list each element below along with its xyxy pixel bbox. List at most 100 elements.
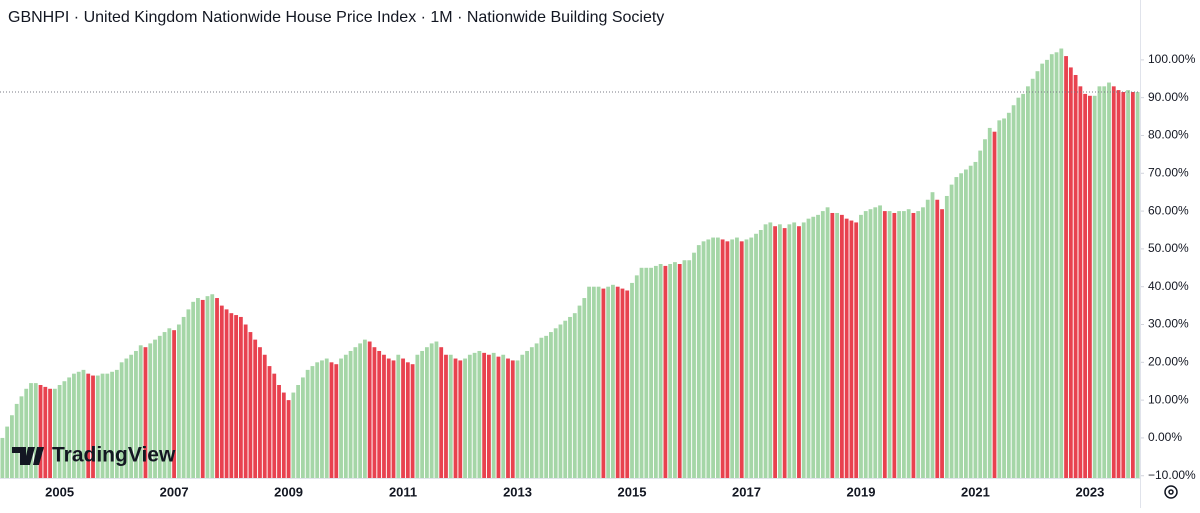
bar xyxy=(553,328,558,478)
bar xyxy=(897,211,902,478)
x-tick-label: 2019 xyxy=(847,484,876,499)
bar xyxy=(868,209,873,478)
bar xyxy=(625,290,630,478)
bar xyxy=(744,239,749,478)
bar xyxy=(825,207,830,479)
bar xyxy=(372,347,377,478)
settings-gear-center[interactable] xyxy=(1168,489,1174,495)
bar xyxy=(234,315,239,478)
bar xyxy=(1011,105,1016,478)
bar xyxy=(1064,56,1068,479)
bar xyxy=(506,358,510,478)
bar xyxy=(148,343,153,478)
bar xyxy=(758,229,763,478)
bar xyxy=(677,264,682,478)
bar xyxy=(892,212,897,478)
settings-icon[interactable] xyxy=(1164,485,1178,499)
bar xyxy=(358,343,363,478)
bar xyxy=(210,294,215,478)
bar xyxy=(391,360,396,478)
bar xyxy=(849,220,854,478)
bar xyxy=(835,212,840,478)
bar xyxy=(1002,118,1006,478)
bar xyxy=(596,286,601,478)
bar xyxy=(448,354,453,478)
bar xyxy=(362,339,367,478)
watermark: TradingView xyxy=(12,444,176,467)
bar xyxy=(649,267,653,478)
bar xyxy=(453,358,458,478)
bar xyxy=(134,350,138,478)
bar xyxy=(539,337,544,478)
bar xyxy=(67,377,72,478)
bar xyxy=(5,426,10,478)
bar xyxy=(944,195,949,478)
bar xyxy=(157,335,162,478)
bar xyxy=(405,362,410,478)
bar xyxy=(277,384,281,478)
bar xyxy=(529,347,534,478)
bar xyxy=(859,214,863,478)
bar xyxy=(906,209,911,478)
bar xyxy=(634,275,639,478)
bar xyxy=(568,316,572,478)
bar xyxy=(172,330,177,478)
bar xyxy=(653,265,658,478)
bar xyxy=(806,218,811,478)
plot xyxy=(0,48,1144,479)
bar xyxy=(1121,92,1126,479)
x-tick-label: 2007 xyxy=(160,484,189,499)
bar xyxy=(124,358,129,478)
bar xyxy=(14,403,19,478)
bar xyxy=(687,260,692,478)
bar xyxy=(258,347,262,478)
bar xyxy=(114,369,119,478)
bar xyxy=(549,332,553,478)
bar xyxy=(782,228,787,478)
y-tick-label: 30.00% xyxy=(1148,317,1189,331)
bar xyxy=(1130,92,1135,479)
bar xyxy=(582,298,587,478)
settings-gear[interactable] xyxy=(1164,485,1178,499)
bar xyxy=(81,369,86,478)
bar xyxy=(377,350,382,478)
bar xyxy=(925,199,930,478)
bar xyxy=(215,298,219,478)
bar xyxy=(458,360,463,478)
bar xyxy=(854,222,859,478)
bar xyxy=(1078,86,1083,478)
bar xyxy=(95,375,100,478)
y-tick-label: 90.00% xyxy=(1148,90,1189,104)
bar xyxy=(715,237,720,478)
y-tick-label: 60.00% xyxy=(1148,203,1189,217)
bar xyxy=(615,286,620,478)
bar xyxy=(1040,63,1045,479)
bar xyxy=(1035,71,1040,478)
bar xyxy=(510,360,515,478)
bar xyxy=(959,173,964,478)
bar xyxy=(167,328,172,478)
bar xyxy=(229,313,234,478)
bar xyxy=(38,384,43,478)
bar xyxy=(601,288,606,478)
logo xyxy=(12,447,44,465)
bar xyxy=(444,354,448,478)
bar xyxy=(143,347,148,478)
bar xyxy=(24,388,29,478)
bar xyxy=(86,373,91,478)
bar xyxy=(1126,90,1130,478)
bar xyxy=(901,211,906,478)
x-tick-label: 2013 xyxy=(503,484,532,499)
bar xyxy=(839,214,844,478)
bar xyxy=(348,350,353,478)
bar xyxy=(692,252,696,478)
bar xyxy=(558,324,563,478)
bar xyxy=(434,341,439,478)
bar xyxy=(983,139,987,478)
bar xyxy=(940,209,944,478)
bar xyxy=(386,358,391,478)
bar xyxy=(639,267,644,478)
bar xyxy=(463,358,467,478)
bar xyxy=(181,316,186,478)
